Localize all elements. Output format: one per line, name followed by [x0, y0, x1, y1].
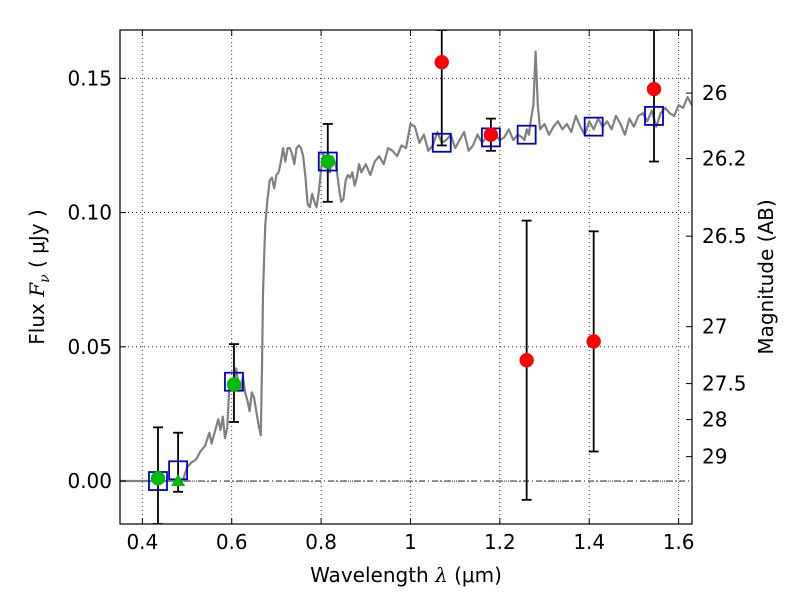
x-tick-label: 0.4 [126, 530, 158, 554]
y2-tick-label: 26.5 [702, 224, 747, 248]
observed-flux-red-point [519, 352, 534, 368]
model-flux-square [431, 132, 452, 153]
y-tick-label: 0.10 [67, 201, 112, 225]
y-tick-label: 0.00 [67, 469, 112, 493]
observed-flux-red-point [646, 81, 662, 97]
model-flux-square [644, 106, 664, 126]
x-axis-label: Wavelength λ (μm) [310, 563, 502, 587]
observed-flux-green-point [150, 471, 166, 486]
y2-tick-label: 28 [702, 408, 727, 432]
y2-tick-label: 26 [702, 81, 727, 105]
x-tick-label: 1.4 [573, 530, 605, 554]
observed-flux-red-point [483, 127, 499, 142]
x-tick-label: 1.6 [663, 530, 695, 554]
x-tick-label: 1.2 [484, 530, 516, 554]
upper-limit-triangle [171, 474, 186, 487]
plot-area [120, 30, 692, 524]
y-tick-label: 0.15 [67, 66, 112, 90]
y2-tick-label: 27 [702, 315, 727, 339]
x-tick-label: 1 [404, 530, 417, 554]
model-spectrum-line [120, 50, 692, 483]
model-flux-square [317, 151, 338, 172]
observed-flux-red-point [586, 334, 601, 349]
axes-frame [119, 29, 693, 525]
observed-flux-green-point [320, 154, 336, 169]
observed-flux-red-point [434, 54, 449, 70]
y-axis-label: Flux Fν ( μJy ) [25, 209, 53, 344]
x-tick-label: 0.8 [305, 530, 337, 554]
y2-tick-label: 27.5 [702, 372, 747, 396]
model-flux-square [516, 124, 537, 145]
grid [120, 30, 692, 524]
y-tick-label: 0.05 [67, 335, 112, 359]
y2-axis-label: Magnitude (AB) [754, 199, 778, 354]
ticks: 0.4 0.6 0.8 1 1.2 1.4 1.6 0.00 0.05 0.10 0.15 26 26.… [67, 30, 747, 554]
x-tick-label: 0.6 [216, 530, 248, 554]
observed-flux-green-point [226, 377, 242, 392]
y2-tick-label: 29 [702, 445, 727, 469]
y2-tick-label: 26.2 [702, 147, 747, 171]
model-flux-square [583, 116, 604, 137]
